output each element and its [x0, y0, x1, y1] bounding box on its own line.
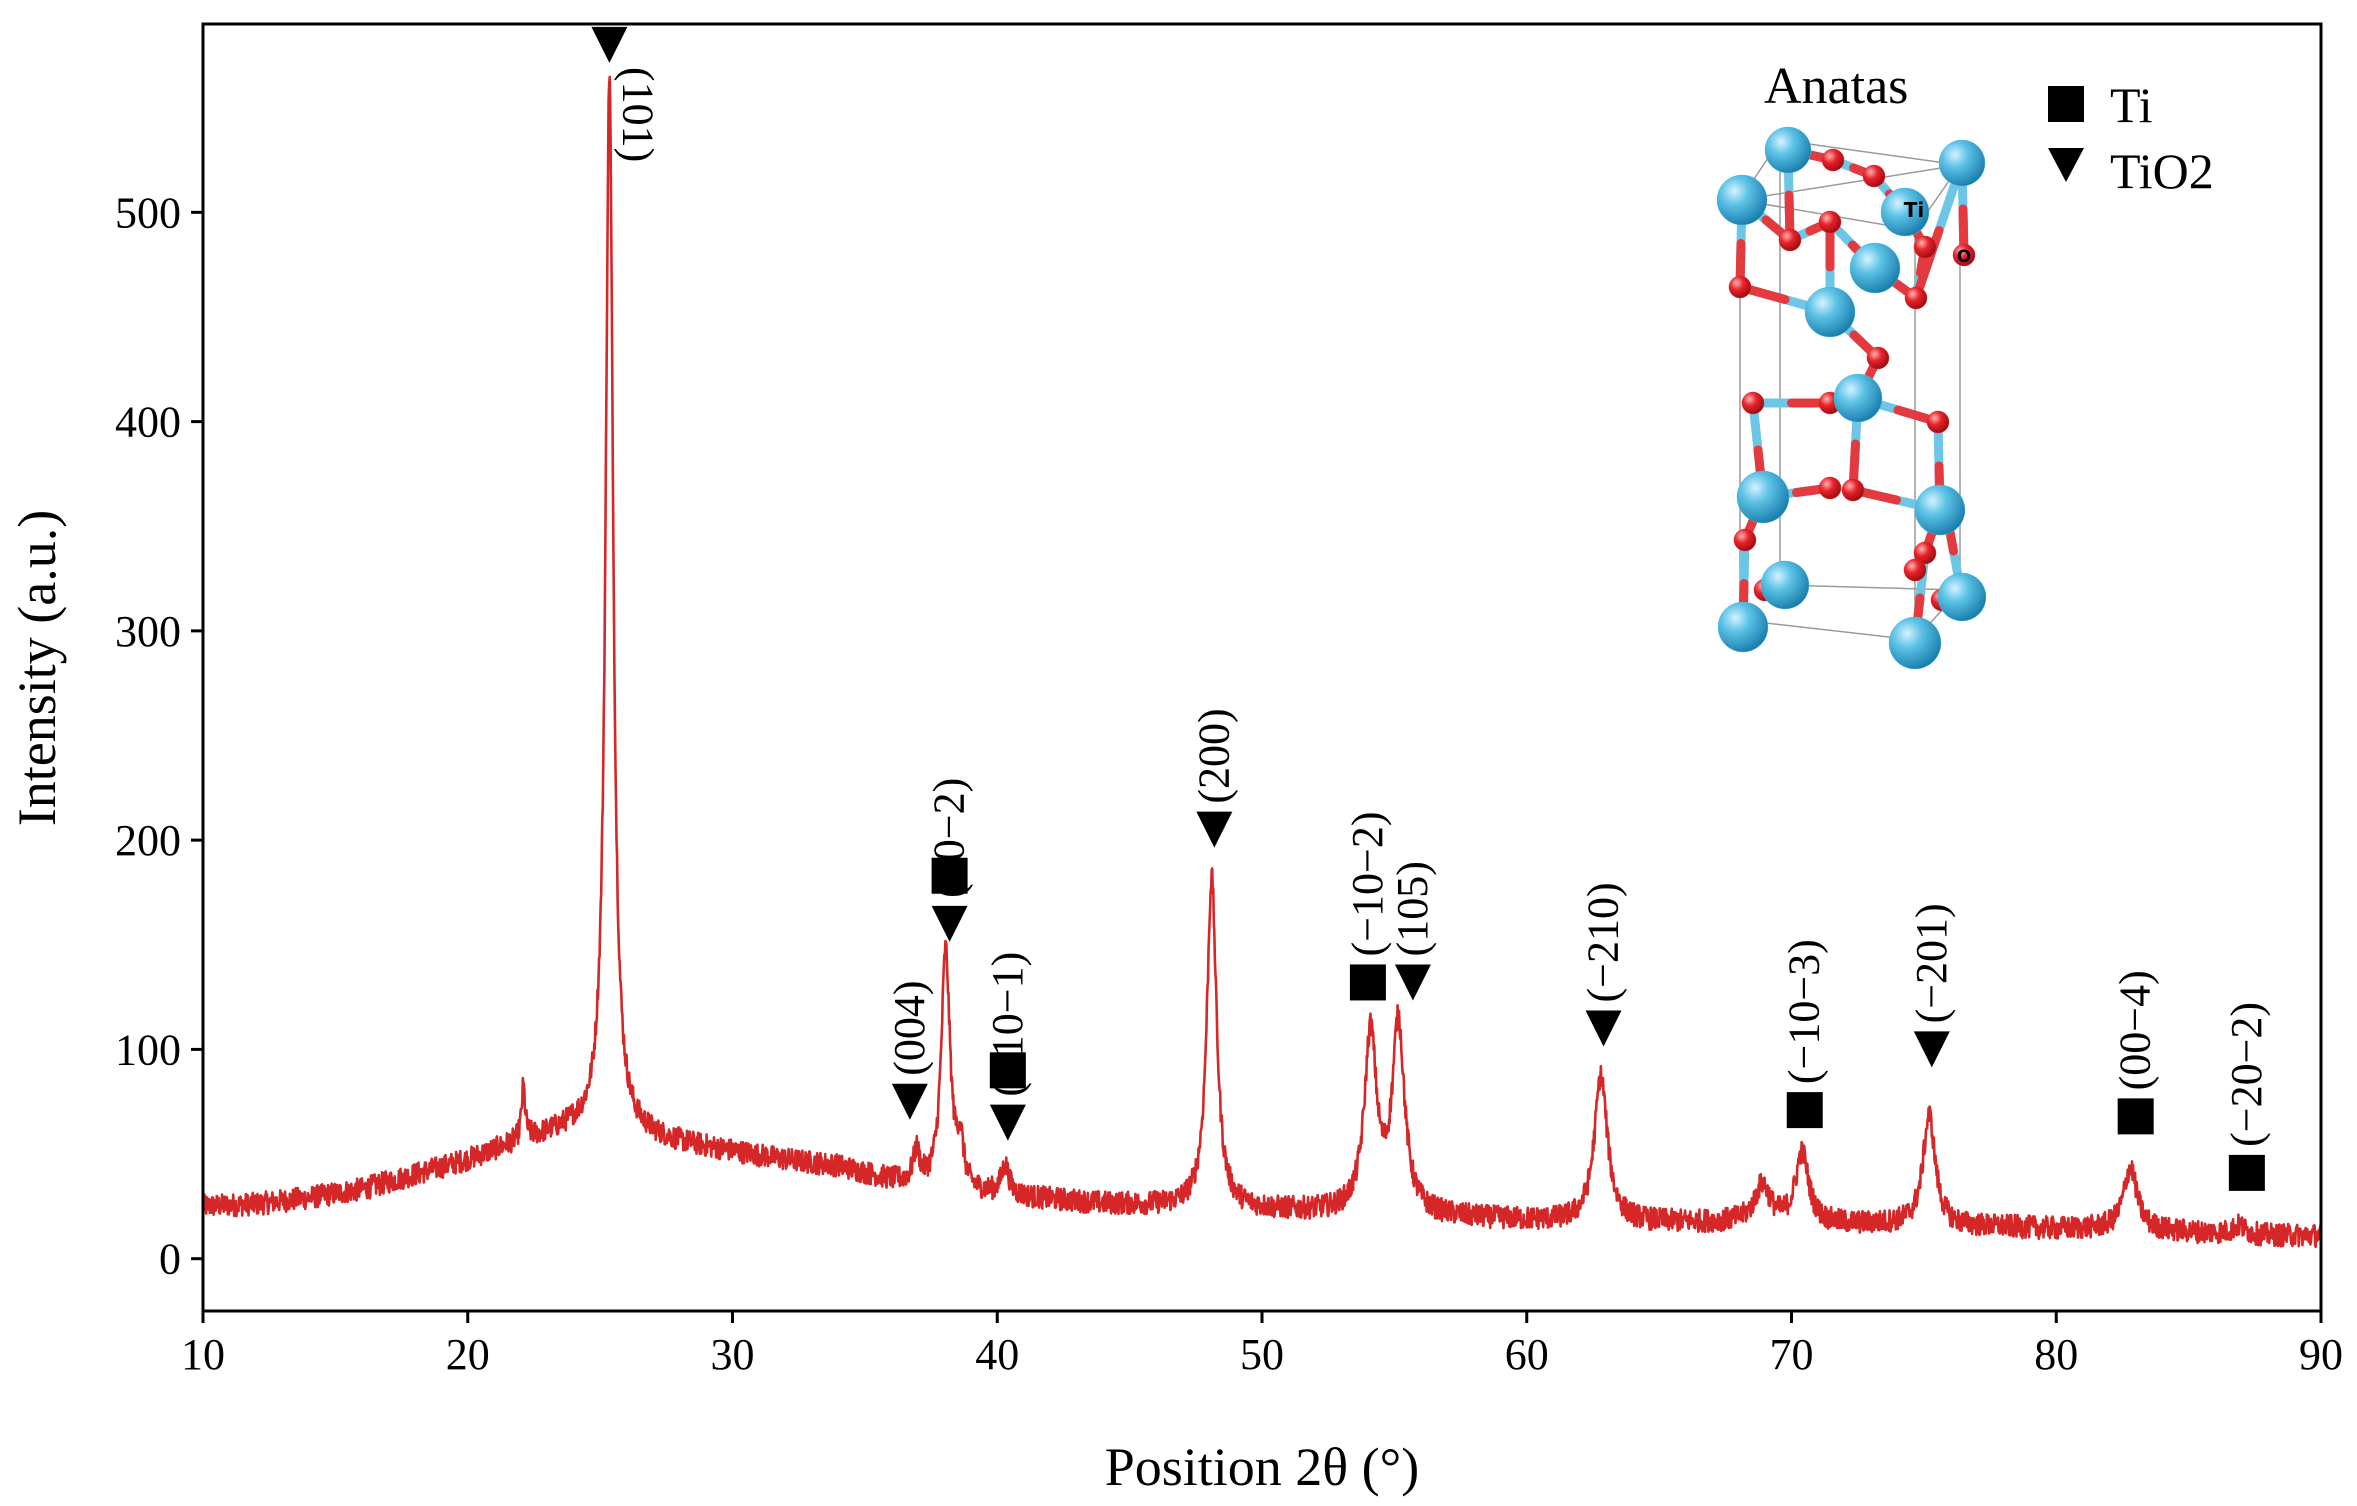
tio2-triangle-marker [1913, 1031, 1950, 1068]
plot-area [201, 22, 2323, 1313]
peak-label: (−10−2) [1343, 812, 1392, 957]
y-tick-label: 100 [115, 1025, 181, 1074]
oxygen-atom [1741, 391, 1765, 415]
cell-edge [1779, 584, 1961, 591]
tio2-triangle-marker [891, 1083, 928, 1120]
titanium-atom [1717, 601, 1769, 653]
ti-square-marker [931, 857, 968, 894]
legend-tio2-label: TiO2 [2110, 143, 2214, 199]
peak-label: (105) [1388, 861, 1437, 956]
ti-atom-label: Ti [1904, 198, 1925, 222]
oxygen-atom [1818, 476, 1842, 500]
y-tick-label: 0 [159, 1235, 181, 1284]
y-tick-label: 500 [115, 188, 181, 237]
oxygen-atom [1778, 228, 1802, 252]
x-tick-label: 40 [975, 1330, 1019, 1379]
titanium-atom [1937, 572, 1987, 622]
peak-label: (−210) [1579, 882, 1628, 1002]
legend-ti-square-icon [2048, 86, 2084, 122]
bond-half [1911, 226, 1944, 303]
tio2-triangle-marker [989, 1104, 1026, 1141]
titanium-atom [1804, 286, 1856, 338]
oxygen-atom [1903, 558, 1927, 582]
data-layer [201, 75, 2323, 1249]
oxygen-atom [1926, 410, 1950, 434]
ti-square-marker [2228, 1154, 2265, 1191]
titanium-atom [1938, 139, 1986, 187]
titanium-atom [1716, 174, 1768, 226]
inset-title: Anatas [1764, 58, 1908, 115]
x-tick-label: 90 [2299, 1330, 2343, 1379]
x-tick-label: 10 [181, 1330, 225, 1379]
y-tick-label: 200 [115, 816, 181, 865]
titanium-atom [1914, 484, 1966, 536]
xrd-pattern-line [201, 75, 2323, 1249]
tio2-triangle-marker [1394, 964, 1431, 1001]
ti-square-marker [1349, 964, 1386, 1001]
oxygen-atom [1728, 275, 1752, 299]
cell-edge [1739, 619, 1916, 641]
titanium-atom [1833, 373, 1883, 423]
peak-label: (−201) [1907, 903, 1956, 1023]
x-tick-label: 30 [711, 1330, 755, 1379]
tio2-triangle-marker [1585, 1010, 1622, 1047]
oxygen-atom [1904, 286, 1928, 310]
x-tick-label: 80 [2034, 1330, 2078, 1379]
y-tick-label: 300 [115, 607, 181, 656]
x-tick-label: 70 [1770, 1330, 1814, 1379]
unit-cell-atoms: Ti O [1716, 126, 1987, 670]
legend-tio2-triangle-icon [2048, 148, 2084, 182]
x-tick-label: 60 [1505, 1330, 1549, 1379]
tio2-triangle-marker [1196, 811, 1233, 848]
y-axis: 0 100 200 300 400 500 [115, 188, 203, 1284]
legend-ti-label: Ti [2110, 77, 2153, 133]
cell-edge [1739, 164, 1961, 201]
o-atom-label: O [1957, 247, 1971, 267]
peak-label: (200) [1189, 708, 1238, 803]
oxygen-atom [1841, 478, 1865, 502]
titanium-atom [1880, 187, 1930, 237]
peak-label: (−10−3) [1780, 939, 1829, 1084]
peak-label: (00−4) [2111, 970, 2160, 1090]
titanium-atom [1760, 560, 1810, 610]
oxygen-atom [1913, 541, 1937, 565]
oxygen-atom [1818, 210, 1842, 234]
ti-square-marker [2117, 1098, 2154, 1135]
oxygen-atom [1862, 164, 1886, 188]
peak-annotations: (101)(004)(00−2)(−10−1)(200)(−10−2)(105)… [591, 26, 2271, 1191]
oxygen-atom [1952, 243, 1976, 267]
legend: Ti TiO2 [2048, 77, 2214, 199]
ti-square-marker [1786, 1092, 1823, 1129]
y-tick-label: 400 [115, 398, 181, 447]
titanium-atom [1764, 126, 1812, 174]
oxygen-atom [1733, 528, 1757, 552]
ti-square-marker [989, 1052, 1026, 1089]
titanium-atom [1736, 470, 1790, 524]
y-axis-title: Intensity (a.u.) [7, 510, 67, 826]
anatase-crystal-inset: Anatas Ti O [1716, 58, 1987, 670]
peak-label: (101) [613, 67, 662, 162]
titanium-atom [1888, 616, 1942, 670]
tio2-triangle-marker [931, 905, 968, 942]
titanium-atom [1849, 242, 1901, 294]
x-tick-label: 20 [446, 1330, 490, 1379]
tio2-triangle-marker [591, 26, 628, 63]
peak-label: (004) [885, 980, 934, 1075]
x-axis: 10 20 30 40 50 60 70 80 90 [181, 1311, 2343, 1379]
peak-label: (−20−2) [2222, 1002, 2271, 1147]
x-axis-title: Position 2θ (°) [1105, 1437, 1419, 1497]
oxygen-atom [1913, 235, 1937, 259]
oxygen-atom [1821, 148, 1845, 172]
oxygen-atom [1866, 346, 1890, 370]
x-tick-label: 50 [1240, 1330, 1284, 1379]
